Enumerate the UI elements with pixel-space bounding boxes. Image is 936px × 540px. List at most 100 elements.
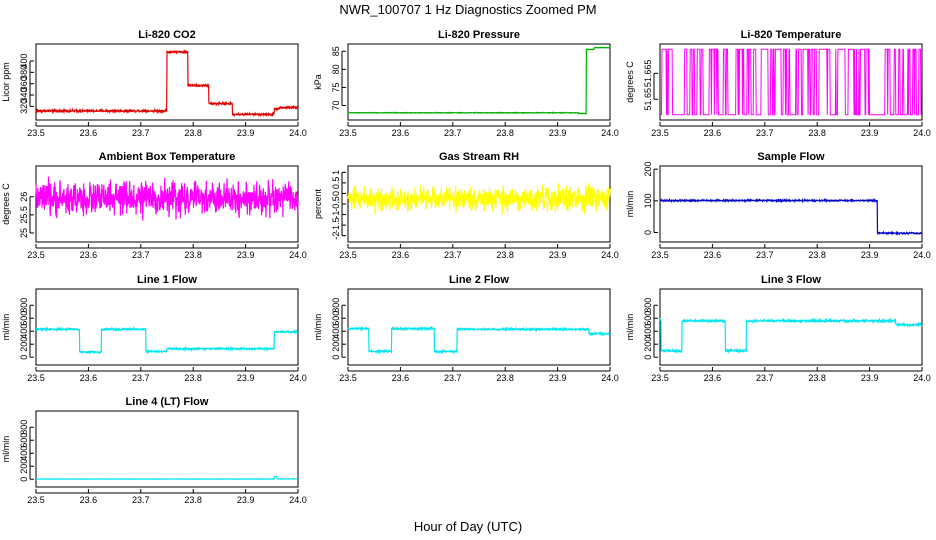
y-tick-label: 75	[331, 82, 341, 92]
x-tick-label: 23.5	[651, 250, 669, 260]
x-tick-label: 23.6	[80, 373, 98, 383]
y-tick-label: -2	[331, 232, 341, 240]
series-line	[35, 49, 299, 118]
panel-title: Line 3 Flow	[761, 274, 821, 286]
plot-frame	[35, 43, 299, 121]
x-tick-label: 23.6	[704, 250, 722, 260]
x-tick-label: 23.6	[80, 250, 98, 260]
x-tick-label: 23.9	[237, 250, 255, 260]
x-tick-label: 24.0	[601, 250, 619, 260]
x-tick-label: 23.7	[132, 373, 150, 383]
plot-frame	[35, 288, 299, 366]
x-tick-label: 23.7	[132, 250, 150, 260]
x-tick-label: 24.0	[289, 495, 307, 505]
y-tick-label: 800	[331, 298, 341, 313]
y-axis-label: ml/min	[313, 314, 323, 341]
x-tick-label: 23.8	[808, 128, 826, 138]
y-tick-label: 0	[643, 355, 653, 360]
panel-4: Ambient Box Temperature degrees C 23.5 23.6…	[1, 151, 307, 260]
y-axis-label: ml/min	[1, 314, 11, 341]
figure-x-axis-label: Hour of Day (UTC)	[414, 519, 522, 534]
y-tick-label: 600	[19, 311, 29, 326]
y-tick-label: 1	[331, 170, 341, 175]
y-tick-label: 26	[19, 192, 29, 202]
y-tick-label: 600	[19, 433, 29, 448]
x-tick-label: 23.5	[651, 373, 669, 383]
x-tick-label: 23.5	[339, 128, 357, 138]
x-tick-label: 23.9	[549, 128, 567, 138]
x-tick-label: 23.6	[80, 128, 98, 138]
panel-title: Sample Flow	[757, 151, 825, 163]
figure-title: NWR_100707 1 Hz Diagnostics Zoomed PM	[339, 2, 596, 17]
y-tick-label: 85	[331, 46, 341, 56]
x-tick-label: 23.7	[132, 495, 150, 505]
x-tick-label: 23.8	[496, 373, 514, 383]
y-tick-label: 200	[19, 337, 29, 352]
y-tick-label: 800	[643, 298, 653, 313]
x-tick-label: 23.8	[184, 373, 202, 383]
x-tick-label: 24.0	[601, 373, 619, 383]
y-axis-label: percent	[313, 188, 323, 219]
x-tick-label: 23.5	[27, 495, 45, 505]
y-axis-label: ml/min	[625, 191, 635, 218]
x-tick-label: 23.9	[861, 128, 879, 138]
x-tick-label: 23.5	[339, 373, 357, 383]
y-axis-label: degrees C	[625, 61, 635, 103]
x-tick-label: 23.9	[549, 373, 567, 383]
panel-5: Gas Stream RH percent 23.5 23.6 23.7 23.8 23.9…	[313, 151, 619, 260]
x-tick-label: 23.7	[756, 373, 774, 383]
y-tick-label: 400	[19, 324, 29, 339]
x-tick-label: 23.9	[237, 128, 255, 138]
panel-title: Li-820 Temperature	[741, 29, 842, 41]
y-axis-label: Licor ppm	[1, 62, 11, 102]
y-tick-label: 800	[19, 298, 29, 313]
panel-title: Li-820 Pressure	[438, 29, 520, 41]
plot-frame	[659, 165, 923, 243]
y-axis-label: ml/min	[625, 314, 635, 341]
series-line	[35, 325, 299, 355]
y-tick-label: 340	[19, 88, 29, 103]
panels-container: Li-820 CO2 Licor ppm 23.5 23.6 23.7 23.8 23.9 2…	[1, 29, 931, 505]
y-tick-label: 0	[331, 191, 341, 196]
y-tick-label: 200	[331, 337, 341, 352]
panel-9: Line 3 Flow ml/min 23.5 23.6 23.7 23.8 23.9 24.…	[625, 274, 931, 383]
x-tick-label: 24.0	[913, 250, 931, 260]
panel-2: Li-820 Pressure kPa 23.5 23.6 23.7 23.8 23.9 24…	[313, 29, 619, 138]
x-tick-label: 24.0	[601, 128, 619, 138]
x-tick-label: 23.5	[339, 250, 357, 260]
panel-7: Line 1 Flow ml/min 23.5 23.6 23.7 23.8 23.9 24.…	[1, 274, 307, 383]
y-tick-label: 400	[331, 324, 341, 339]
series-line	[659, 317, 923, 355]
y-axis-label: ml/min	[1, 436, 11, 463]
series-line	[35, 475, 299, 481]
x-tick-label: 23.6	[392, 373, 410, 383]
panel-title: Line 4 (LT) Flow	[126, 396, 209, 408]
y-tick-label: 200	[643, 337, 653, 352]
series-line	[347, 325, 611, 355]
x-tick-label: 23.6	[704, 373, 722, 383]
x-tick-label: 23.9	[549, 250, 567, 260]
plot-frame	[659, 43, 923, 121]
y-tick-label: -0.5	[331, 196, 341, 212]
y-tick-label: 80	[331, 64, 341, 74]
y-tick-label: 25	[19, 228, 29, 238]
panel-title: Li-820 CO2	[138, 29, 195, 41]
y-tick-label: 600	[331, 311, 341, 326]
panel-title: Gas Stream RH	[439, 151, 519, 163]
x-tick-label: 23.7	[444, 250, 462, 260]
x-tick-label: 23.6	[80, 495, 98, 505]
y-tick-label: 360	[19, 76, 29, 91]
panel-10: Line 4 (LT) Flow ml/min 23.5 23.6 23.7 23.8 23…	[1, 396, 307, 505]
x-tick-label: 24.0	[913, 128, 931, 138]
y-tick-label: 0.5	[331, 177, 341, 190]
series-line	[35, 176, 299, 221]
y-tick-label: 320	[19, 99, 29, 114]
y-tick-label: 400	[19, 446, 29, 461]
y-tick-label: 380	[19, 65, 29, 80]
plot-frame	[347, 43, 611, 121]
y-axis-label: degrees C	[1, 183, 11, 225]
series-line	[659, 197, 923, 236]
y-axis-label: kPa	[313, 74, 323, 90]
plot-frame	[35, 410, 299, 488]
x-tick-label: 23.5	[27, 250, 45, 260]
